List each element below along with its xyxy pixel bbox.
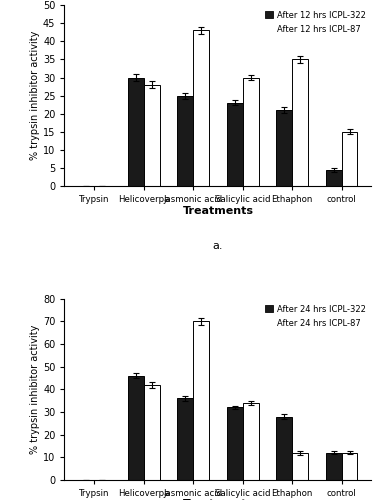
Bar: [292, 453, 308, 480]
Text: a.: a.: [213, 240, 223, 250]
Legend: After 12 hrs ICPL-322, After 12 hrs ICPL-87: After 12 hrs ICPL-322, After 12 hrs ICPL…: [263, 9, 367, 36]
Bar: [177, 398, 193, 480]
Bar: [193, 322, 209, 480]
Bar: [144, 385, 160, 480]
Bar: [243, 403, 258, 480]
Bar: [144, 85, 160, 186]
Bar: [276, 110, 292, 186]
Bar: [326, 453, 341, 480]
Legend: After 24 hrs ICPL-322, After 24 hrs ICPL-87: After 24 hrs ICPL-322, After 24 hrs ICPL…: [263, 303, 367, 329]
Y-axis label: % trypsin inhibitor activity: % trypsin inhibitor activity: [30, 31, 40, 160]
Bar: [326, 170, 341, 186]
Bar: [128, 376, 144, 480]
Bar: [341, 453, 357, 480]
Bar: [292, 60, 308, 186]
Y-axis label: % trypsin inhibitor activity: % trypsin inhibitor activity: [30, 324, 40, 454]
Bar: [341, 132, 357, 186]
Bar: [193, 30, 209, 186]
Bar: [227, 408, 243, 480]
X-axis label: Treatments: Treatments: [182, 206, 254, 216]
Bar: [227, 103, 243, 186]
Bar: [243, 78, 258, 186]
Bar: [177, 96, 193, 186]
Bar: [128, 78, 144, 186]
Bar: [276, 416, 292, 480]
